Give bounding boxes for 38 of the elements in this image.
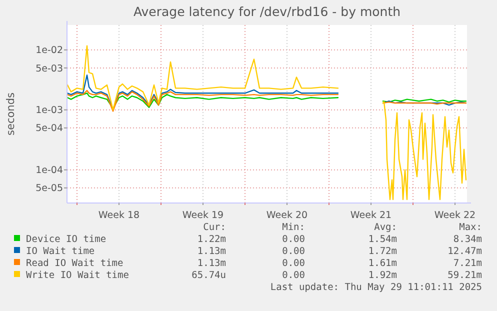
y-tick-label: 5e-03 (36, 63, 63, 74)
y-tick-label: 1e-02 (36, 45, 63, 56)
x-tick-label: Week 19 (182, 210, 224, 221)
text: 8.34m (453, 234, 482, 245)
text: 1.13m (197, 246, 226, 257)
text: 1.61m (368, 258, 398, 269)
text: 1.92m (368, 270, 398, 281)
y-tick-label: 1e-04 (36, 165, 63, 176)
text: 1.54m (368, 234, 398, 245)
text: Min: (282, 222, 305, 233)
text: 1.13m (197, 258, 226, 269)
text: 65.74u (192, 270, 226, 281)
text: 0.00 (282, 258, 306, 269)
x-tick-label: Week 22 (434, 210, 476, 221)
legend-label: Device IO time (26, 234, 106, 245)
x-tick-label: Week 18 (98, 210, 140, 221)
text: 0.00 (282, 246, 306, 257)
y-tick-label: 5e-05 (36, 183, 63, 194)
text: Cur: (203, 222, 226, 233)
chart-title: Average latency for /dev/rbd16 - by month (133, 4, 401, 19)
y-tick-label: 1e-03 (36, 105, 63, 116)
text: Avg: (374, 222, 397, 233)
text: Last update: Thu May 29 11:01:11 2025 (270, 282, 482, 293)
text: 0.00 (282, 270, 306, 281)
text: 1.72m (368, 246, 398, 257)
text: 0.00 (282, 234, 306, 245)
y-axis-title: seconds (5, 92, 17, 136)
y-tick-label: 5e-04 (36, 123, 63, 134)
legend-label: Write IO Wait time (26, 270, 130, 281)
legend-label: IO Wait time (26, 246, 95, 257)
x-tick-label: Week 20 (266, 210, 308, 221)
text: 59.21m (448, 270, 482, 281)
text: 7.21m (453, 258, 482, 269)
x-tick-label: Week 21 (350, 210, 392, 221)
text: 1.22m (197, 234, 226, 245)
text: 12.47m (448, 246, 482, 257)
text: Max: (459, 222, 482, 233)
legend-label: Read IO Wait time (26, 258, 124, 269)
